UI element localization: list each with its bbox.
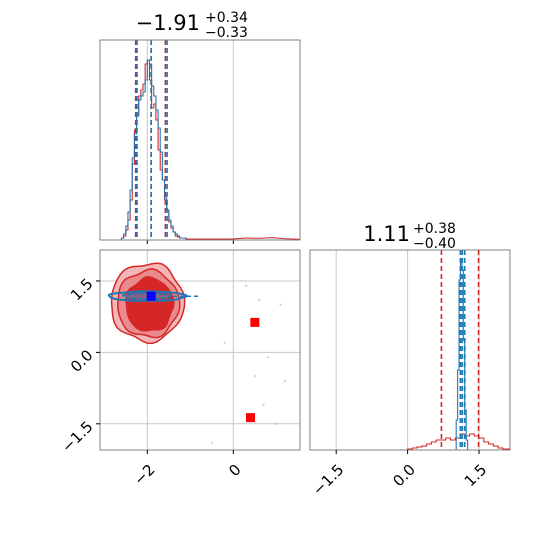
sample-point xyxy=(223,341,226,345)
top-left-title-minus: −0.33 xyxy=(205,25,248,41)
sample-point xyxy=(262,403,265,406)
panel-frame xyxy=(99,249,301,451)
top-left-title-plus: +0.34 xyxy=(205,10,248,26)
sample-point xyxy=(210,441,214,445)
sample-point xyxy=(275,422,278,426)
top-left-histogram-panel xyxy=(99,39,301,244)
y-tick-label: −1.5 xyxy=(58,418,96,456)
x-tick-label: 0 xyxy=(225,461,244,480)
red-histogram xyxy=(310,433,511,451)
sample-point xyxy=(257,298,261,302)
sample-point xyxy=(266,355,269,359)
sample-point xyxy=(245,284,248,287)
blue-histogram xyxy=(455,259,469,450)
x-tick-label: 1.5 xyxy=(461,461,491,491)
x-tick-label: 0.0 xyxy=(389,461,419,491)
y-tick-label: 1.5 xyxy=(67,275,97,305)
panel-frame xyxy=(309,249,511,451)
red-contour-inner xyxy=(125,276,175,332)
x-tick-label: −2 xyxy=(130,461,158,489)
sample-point xyxy=(283,379,287,383)
blue-histogram xyxy=(120,59,187,240)
bottom-right-title-minus: −0.40 xyxy=(413,236,456,252)
red-histogram-tail xyxy=(186,237,301,240)
bottom-left-joint-panel: −2 0 1.5 0.0 −1.5 xyxy=(58,249,301,489)
bottom-right-panel-title: 1.11 xyxy=(363,222,410,246)
sample-point xyxy=(253,374,257,378)
blue-marker xyxy=(146,291,156,301)
red-marker xyxy=(250,317,260,327)
bottom-right-histogram-panel: −1.5 0.0 1.5 xyxy=(309,249,511,499)
y-tick-label: 0.0 xyxy=(67,346,97,376)
red-marker xyxy=(246,413,256,423)
sample-point xyxy=(279,303,282,306)
blue-contour-outer xyxy=(107,290,189,302)
panel-frame xyxy=(99,39,301,241)
top-left-panel-title: −1.91 xyxy=(136,11,200,35)
x-tick-label: −1.5 xyxy=(309,461,347,499)
bottom-right-title-plus: +0.38 xyxy=(413,221,456,237)
